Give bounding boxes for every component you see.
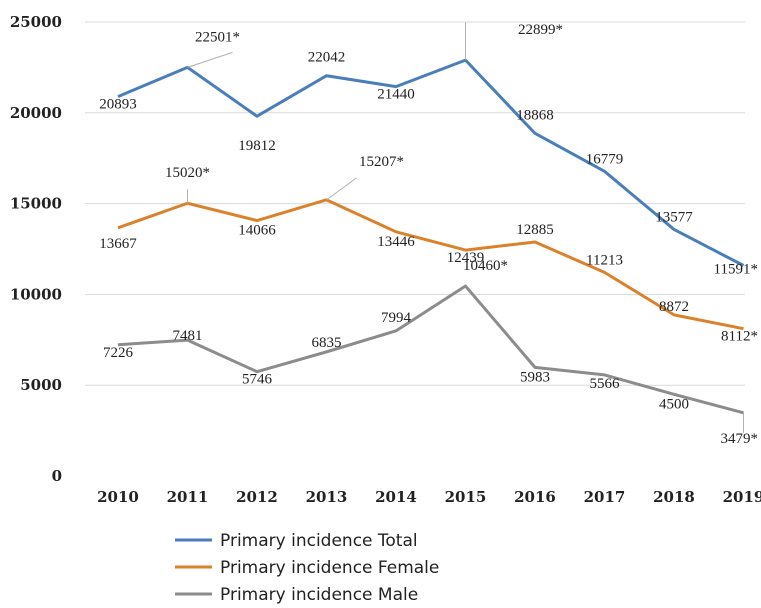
data-label: 13446 [377, 234, 415, 250]
x-tick-label: 2013 [306, 488, 348, 506]
series-line-0 [117, 58, 745, 267]
x-tick-label: 2016 [514, 488, 556, 506]
data-label: 7994 [381, 310, 412, 326]
data-label: 13577 [655, 209, 693, 225]
y-tick-label: 10000 [10, 285, 62, 303]
data-label: 21440 [377, 87, 415, 103]
leader-line [187, 51, 233, 68]
x-tick-label: 2017 [584, 488, 626, 506]
legend-label: Primary incidence Male [220, 585, 418, 605]
data-label: 10460* [463, 258, 508, 274]
series-line-2 [117, 284, 744, 415]
data-label: 7481 [173, 328, 203, 344]
data-label: 15207* [359, 154, 404, 170]
y-tick-label: 5000 [20, 376, 62, 394]
x-tick-label: 2015 [445, 488, 487, 506]
data-label: 8112* [721, 329, 758, 345]
data-label: 19812 [238, 138, 276, 154]
y-tick-label: 0 [52, 467, 62, 485]
data-label: 3479* [721, 431, 759, 447]
data-label: 22042 [308, 50, 346, 66]
data-label: 15020* [165, 165, 210, 181]
data-label: 18868 [516, 107, 554, 123]
x-tick-label: 2012 [236, 488, 278, 506]
legend-label: Primary incidence Total [220, 531, 418, 551]
x-axis: 2010 2011 2012 2013 2014 2015 2016 2017 2018 2019 [97, 488, 761, 506]
x-tick-label: 2010 [97, 488, 139, 506]
data-label: 5983 [520, 369, 550, 385]
y-tick-label: 15000 [10, 195, 62, 213]
legend: Primary incidence Total Primary incidence… [175, 531, 439, 605]
data-label: 5566 [590, 376, 621, 392]
x-tick-label: 2018 [653, 488, 695, 506]
data-label: 7226 [103, 345, 134, 361]
data-label: 16779 [586, 151, 624, 167]
data-label: 11213 [586, 252, 623, 268]
data-label: 22501* [195, 29, 240, 45]
x-tick-label: 2014 [375, 488, 417, 506]
data-label: 6835 [312, 335, 342, 351]
data-label: 12885 [516, 222, 554, 238]
series-line-1 [117, 198, 744, 331]
x-tick-label: 2019 [723, 488, 761, 506]
series-lines [117, 58, 745, 415]
data-label: 20893 [99, 97, 137, 113]
y-tick-label: 20000 [10, 104, 62, 122]
data-label: 13667 [99, 236, 137, 252]
data-label: 14066 [238, 223, 276, 239]
y-axis: 0 5000 10000 15000 20000 25000 [10, 13, 62, 485]
data-label: 5746 [242, 372, 273, 388]
x-tick-label: 2011 [167, 488, 209, 506]
leader-line [326, 177, 357, 201]
y-tick-label: 25000 [10, 13, 62, 31]
data-label: 4500 [659, 396, 689, 412]
data-label: 12439 [447, 250, 485, 266]
data-label: 11591* [714, 262, 758, 278]
data-label: 22899* [518, 22, 563, 38]
legend-label: Primary incidence Female [220, 558, 439, 578]
data-labels: 20893 22501* 19812 22042 21440 22899* 18868 167… [99, 22, 758, 447]
data-label: 8872 [659, 299, 689, 315]
